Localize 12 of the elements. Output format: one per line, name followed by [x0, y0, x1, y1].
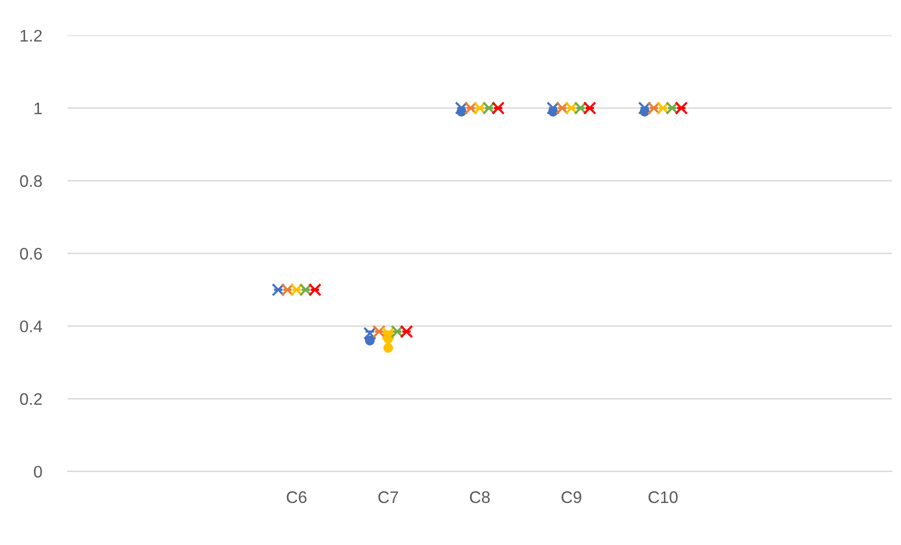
x-tick-label: C9: [562, 491, 582, 504]
y-tick-label: 0.2: [20, 393, 42, 405]
y-tick-label: 1: [34, 102, 42, 114]
y-tick-label: 0: [34, 466, 42, 478]
y-tick-label: 0.6: [20, 248, 42, 260]
x-tick-label: C10: [648, 491, 678, 504]
x-tick-label: C6: [286, 491, 306, 504]
x-tick-label: C8: [470, 491, 490, 504]
x-tick-label: C7: [378, 491, 398, 504]
y-tick-label: 0.8: [20, 175, 42, 187]
y-tick-label: 1.2: [20, 30, 42, 42]
y-tick-label: 0.4: [20, 320, 42, 332]
